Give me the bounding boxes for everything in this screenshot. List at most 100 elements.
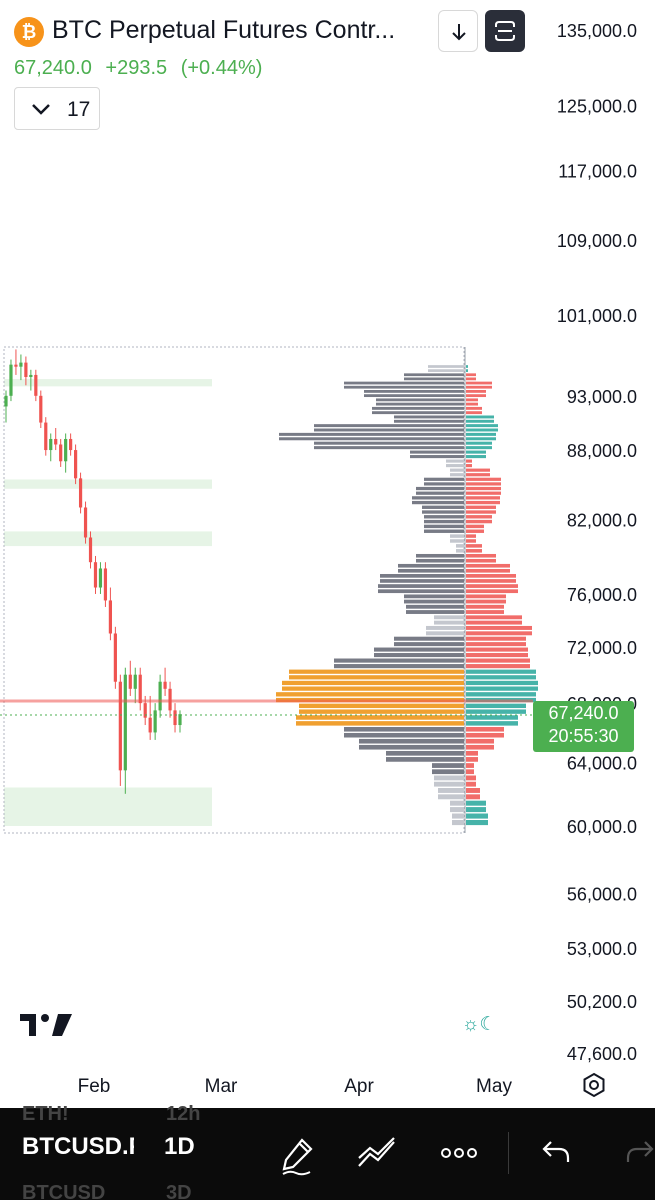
volume-profile-bar <box>432 769 464 775</box>
price-axis-label: 125,000.0 <box>557 97 637 117</box>
volume-profile-bar <box>398 568 464 573</box>
volume-profile-side-bar <box>466 496 500 500</box>
volume-profile-side-bar <box>466 473 490 477</box>
volume-profile-bar <box>344 732 464 738</box>
volume-profile-side-bar <box>466 563 510 568</box>
volume-profile-bar <box>410 455 464 459</box>
price-axis[interactable]: 135,000.0 125,000.0 117,000.0 109,000.0 101,… <box>557 21 637 1064</box>
time-axis-label: Apr <box>344 1076 374 1097</box>
volume-profile-bar <box>314 428 464 432</box>
price-axis-label: 56,000.0 <box>567 885 637 905</box>
volume-profile-side-bar <box>466 411 482 415</box>
symbol-picker[interactable]: BTCUSD.P <box>22 1133 134 1160</box>
volume-profile-bar <box>450 473 464 477</box>
sun-moon-icon[interactable]: ☼☾ <box>462 1014 497 1035</box>
candle <box>14 349 18 375</box>
volume-profile-bar <box>428 369 464 372</box>
volume-profile-side-bar <box>466 424 498 428</box>
volume-profile-bar <box>404 599 464 604</box>
volume-profile-side-bar <box>466 625 532 630</box>
expand-button[interactable] <box>485 10 525 52</box>
volume-profile-bar <box>296 715 464 720</box>
candle <box>44 417 48 456</box>
time-axis[interactable]: Feb Mar Apr May <box>78 1076 513 1097</box>
volume-profile-bar <box>416 553 464 558</box>
volume-profile-bar <box>376 402 464 406</box>
download-button[interactable] <box>438 10 478 52</box>
gear-icon[interactable] <box>581 1072 607 1098</box>
volume-profile-bar <box>434 615 464 620</box>
candle <box>113 626 117 689</box>
volume-profile-side-bar <box>466 415 494 419</box>
volume-profile-bar <box>364 390 464 393</box>
volume-profile-bar <box>450 534 464 538</box>
candle <box>178 710 182 733</box>
volume-profile-side-bar <box>466 647 528 652</box>
volume-profile-bar <box>424 482 464 486</box>
volume-profile-bar <box>456 549 464 553</box>
volume-profile-side-bar <box>466 553 496 558</box>
toolbar-separator <box>508 1132 509 1174</box>
volume-profile-bar <box>279 437 464 441</box>
candle <box>93 555 98 594</box>
chevron-down-icon <box>32 104 50 115</box>
volume-profile-bar <box>412 500 464 505</box>
volume-profile-side-bar <box>466 807 486 813</box>
volume-profile-side-bar <box>466 589 518 594</box>
chart-header: ₿ BTC Perpetual Futures Contr... 67,240.… <box>0 0 540 140</box>
candle <box>59 438 63 467</box>
ghost-interval-above: 12h <box>166 1103 201 1125</box>
volume-profile-side-bar <box>466 539 476 543</box>
volume-profile-bar <box>394 419 464 423</box>
pencil-icon[interactable] <box>280 1136 316 1176</box>
price-axis-label: 135,000.0 <box>557 21 637 41</box>
price-chart[interactable]: 135,000.0 125,000.0 117,000.0 109,000.0 101,… <box>0 0 655 1108</box>
volume-profile-side-bar <box>466 381 492 385</box>
more-icon[interactable] <box>440 1146 478 1160</box>
last-price-tag: 67,240.0 20:55:30 <box>533 701 634 752</box>
volume-profile-side-bar <box>466 510 496 514</box>
price-axis-label: 50,200.0 <box>567 992 637 1012</box>
candle <box>19 354 23 381</box>
volume-profile-bar <box>314 441 464 445</box>
price-summary: 67,240.0 +293.5 (+0.44%) <box>14 57 270 80</box>
volume-profile-bar <box>424 524 464 529</box>
volume-profile-bar <box>410 450 464 454</box>
candle <box>88 531 93 569</box>
volume-profile-side-bar <box>466 500 500 505</box>
volume-profile-side-bar <box>466 432 496 436</box>
tradingview-logo[interactable] <box>20 1012 74 1038</box>
volume-profile <box>276 347 538 833</box>
volume-profile-side-bar <box>466 775 476 781</box>
volume-profile-bar <box>424 515 464 519</box>
candle <box>108 587 112 641</box>
volume-profile-side-bar <box>466 680 538 686</box>
volume-profile-bar <box>416 486 464 491</box>
candle <box>148 695 152 740</box>
volume-profile-side-bar <box>466 599 506 604</box>
volume-profile-bar <box>398 563 464 568</box>
candle <box>34 369 38 402</box>
volume-profile-side-bar <box>466 744 494 750</box>
volume-profile-bar <box>372 406 464 410</box>
undo-icon[interactable] <box>540 1136 572 1168</box>
highlight-zone <box>4 479 212 489</box>
interval-picker[interactable]: 1D <box>164 1133 195 1160</box>
candle <box>39 390 43 428</box>
candle <box>123 667 127 794</box>
volume-profile-bar <box>359 744 464 750</box>
volume-profile-side-bar <box>466 446 492 450</box>
redo-icon[interactable] <box>624 1136 655 1168</box>
arrow-down-icon <box>452 24 466 41</box>
ghost-symbol-below: BTCUSD <box>22 1182 106 1200</box>
volume-profile-bar <box>450 539 464 543</box>
volume-profile-side-bar <box>466 813 488 819</box>
volume-profile-bar <box>314 446 464 450</box>
volume-profile-side-bar <box>466 450 486 454</box>
volume-profile-side-bar <box>466 579 516 583</box>
symbol-title[interactable]: BTC Perpetual Futures Contr... <box>52 16 396 44</box>
volume-profile-bar <box>289 669 464 674</box>
indicators-toggle[interactable]: 17 <box>14 87 100 130</box>
trendline-icon[interactable] <box>356 1136 400 1172</box>
candles <box>4 349 182 794</box>
